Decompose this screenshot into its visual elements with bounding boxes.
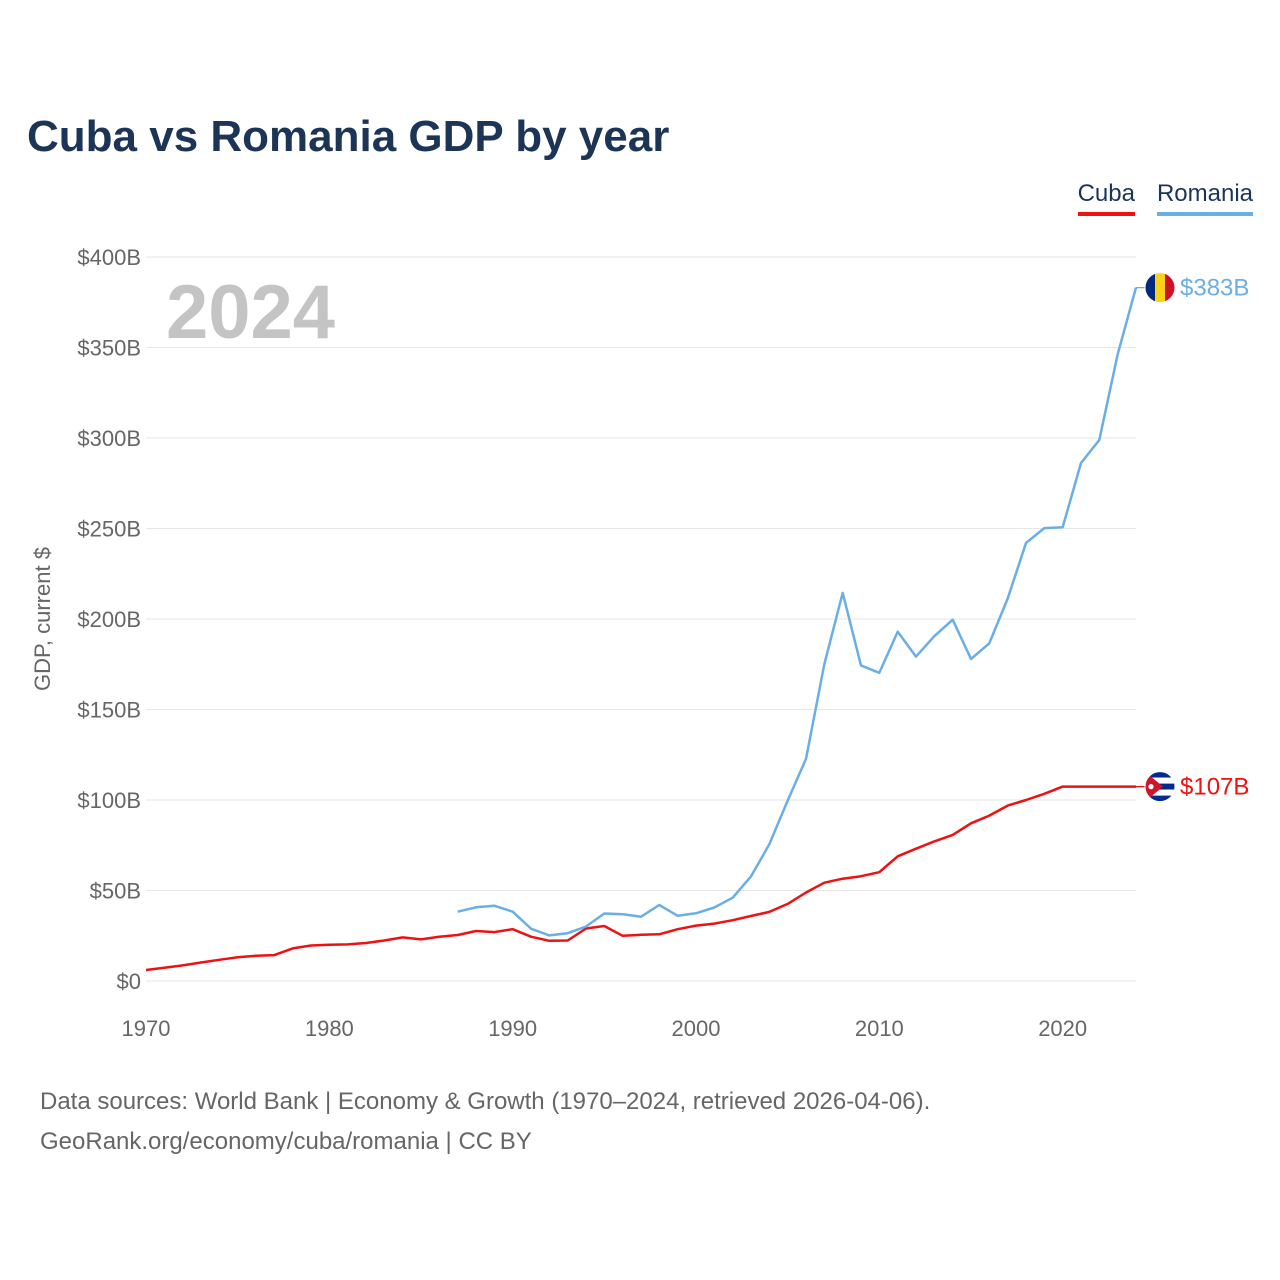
x-tick-label: 2000 xyxy=(672,1016,721,1041)
y-tick-label: $300B xyxy=(77,426,141,451)
series-line-romania xyxy=(457,287,1138,937)
legend: Cuba Romania xyxy=(1077,180,1253,216)
series-line-cuba xyxy=(145,785,1136,972)
y-tick-label: $50B xyxy=(90,879,141,904)
y-tick-label: $400B xyxy=(77,245,141,270)
x-tick-label: 1990 xyxy=(488,1016,537,1041)
y-axis-ticks: $0 $50B $100B $150B $200B $250B $300B $350B $400… xyxy=(77,245,141,994)
grid-lines xyxy=(146,256,1136,982)
cuba-flag-icon xyxy=(1144,771,1176,803)
y-tick-label: $150B xyxy=(77,698,141,723)
x-tick-label: 1980 xyxy=(305,1016,354,1041)
legend-item-cuba[interactable]: Cuba xyxy=(1077,180,1135,216)
footer: Data sources: World Bank | Economy & Gro… xyxy=(40,1082,930,1162)
page-title: Cuba vs Romania GDP by year xyxy=(27,112,670,161)
y-tick-label: $250B xyxy=(77,517,141,542)
series-lines xyxy=(145,287,1138,972)
y-tick-label: $200B xyxy=(77,607,141,632)
year-overlay: 2024 xyxy=(166,270,335,355)
y-axis-label: GDP, current $ xyxy=(30,547,55,691)
end-markers: $107B $383B xyxy=(1136,272,1249,803)
end-value-label-cuba: $107B xyxy=(1180,774,1249,801)
footer-sources: Data sources: World Bank | Economy & Gro… xyxy=(40,1088,931,1115)
y-tick-label: $0 xyxy=(117,969,141,994)
end-value-label-romania: $383B xyxy=(1180,275,1249,302)
y-tick-label: $100B xyxy=(77,788,141,813)
x-tick-label: 2010 xyxy=(855,1016,904,1041)
x-tick-label: 1970 xyxy=(122,1016,171,1041)
y-tick-label: $350B xyxy=(77,336,141,361)
footer-credit: GeoRank.org/economy/cuba/romania | CC BY xyxy=(40,1128,532,1155)
romania-flag-icon xyxy=(1144,272,1176,304)
x-tick-label: 2020 xyxy=(1038,1016,1087,1041)
legend-item-romania[interactable]: Romania xyxy=(1156,180,1253,216)
x-axis-ticks: 1970 1980 1990 2000 2010 2020 xyxy=(122,1016,1088,1041)
